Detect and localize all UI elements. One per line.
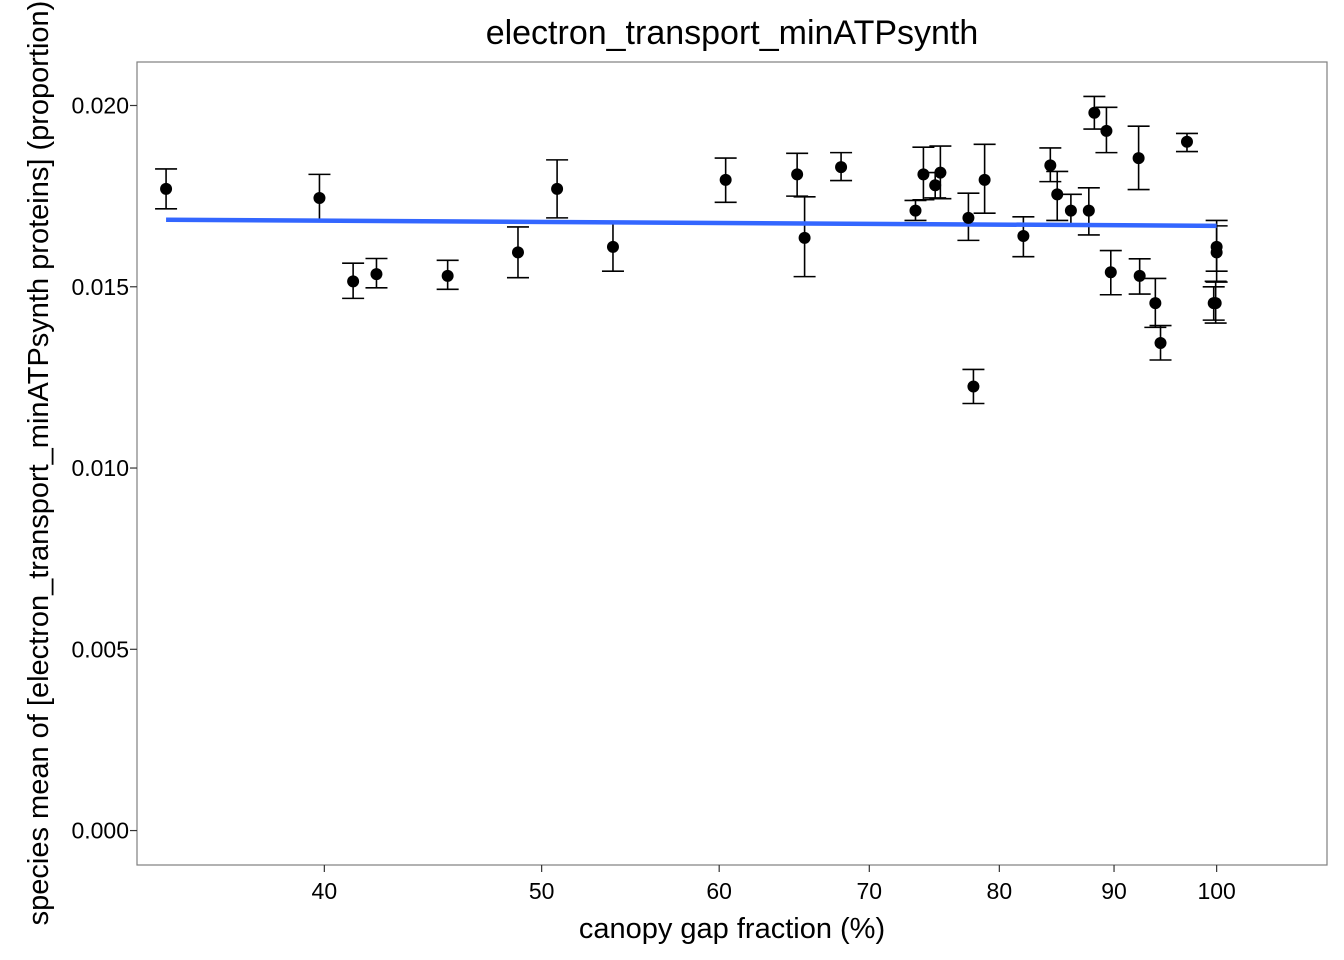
data-point <box>313 191 326 204</box>
data-point <box>1133 269 1146 282</box>
data-point <box>835 161 848 174</box>
data-point <box>370 268 383 281</box>
data-point <box>160 182 173 195</box>
data-point <box>962 211 975 224</box>
x-tick-label: 70 <box>857 878 883 904</box>
data-point <box>1154 336 1167 349</box>
x-tick-label: 90 <box>1101 878 1127 904</box>
data-point <box>929 179 942 192</box>
data-point <box>719 173 732 186</box>
y-axis: 0.000 0.005 0.010 0.015 0.020 <box>71 93 137 844</box>
chart-title: electron_transport_minATPsynth <box>486 14 979 52</box>
data-points <box>160 106 1223 393</box>
data-point <box>1149 297 1162 310</box>
data-point <box>511 246 524 259</box>
data-point <box>606 240 619 253</box>
y-tick-label: 0.000 <box>71 818 129 844</box>
data-point <box>1180 135 1193 148</box>
data-point <box>967 380 980 393</box>
data-point <box>1017 230 1030 243</box>
data-point <box>917 168 930 181</box>
y-axis-label: species mean of [electron_transport_minA… <box>23 1 55 926</box>
fit-line-group <box>166 217 1217 229</box>
data-point <box>551 182 564 195</box>
y-tick-label: 0.010 <box>71 455 129 481</box>
x-tick-label: 80 <box>987 878 1013 904</box>
data-point <box>1100 124 1113 137</box>
data-point <box>791 168 804 181</box>
data-point <box>1082 204 1095 217</box>
y-tick-label: 0.015 <box>71 274 129 300</box>
data-point <box>798 231 811 244</box>
data-point <box>1088 106 1101 119</box>
x-tick-label: 50 <box>529 878 555 904</box>
data-point <box>441 269 454 282</box>
data-point <box>934 166 947 179</box>
plot-panel <box>136 61 1328 866</box>
x-tick-label: 60 <box>706 878 732 904</box>
data-point <box>1209 297 1222 310</box>
data-point <box>1132 152 1145 165</box>
data-point <box>347 275 360 288</box>
x-axis: 40 50 60 70 80 90 100 <box>312 865 1236 904</box>
data-point <box>1210 246 1223 259</box>
data-point <box>1051 188 1064 201</box>
data-point <box>1064 204 1077 217</box>
data-point <box>909 204 922 217</box>
fit-line <box>166 217 1217 229</box>
y-tick-label: 0.020 <box>71 93 129 119</box>
data-point <box>1044 159 1057 172</box>
x-axis-label: canopy gap fraction (%) <box>579 913 885 945</box>
x-tick-label: 40 <box>312 878 338 904</box>
y-tick-label: 0.005 <box>71 636 129 662</box>
data-point <box>1104 266 1117 279</box>
x-tick-label: 100 <box>1197 878 1235 904</box>
data-point <box>978 173 991 186</box>
